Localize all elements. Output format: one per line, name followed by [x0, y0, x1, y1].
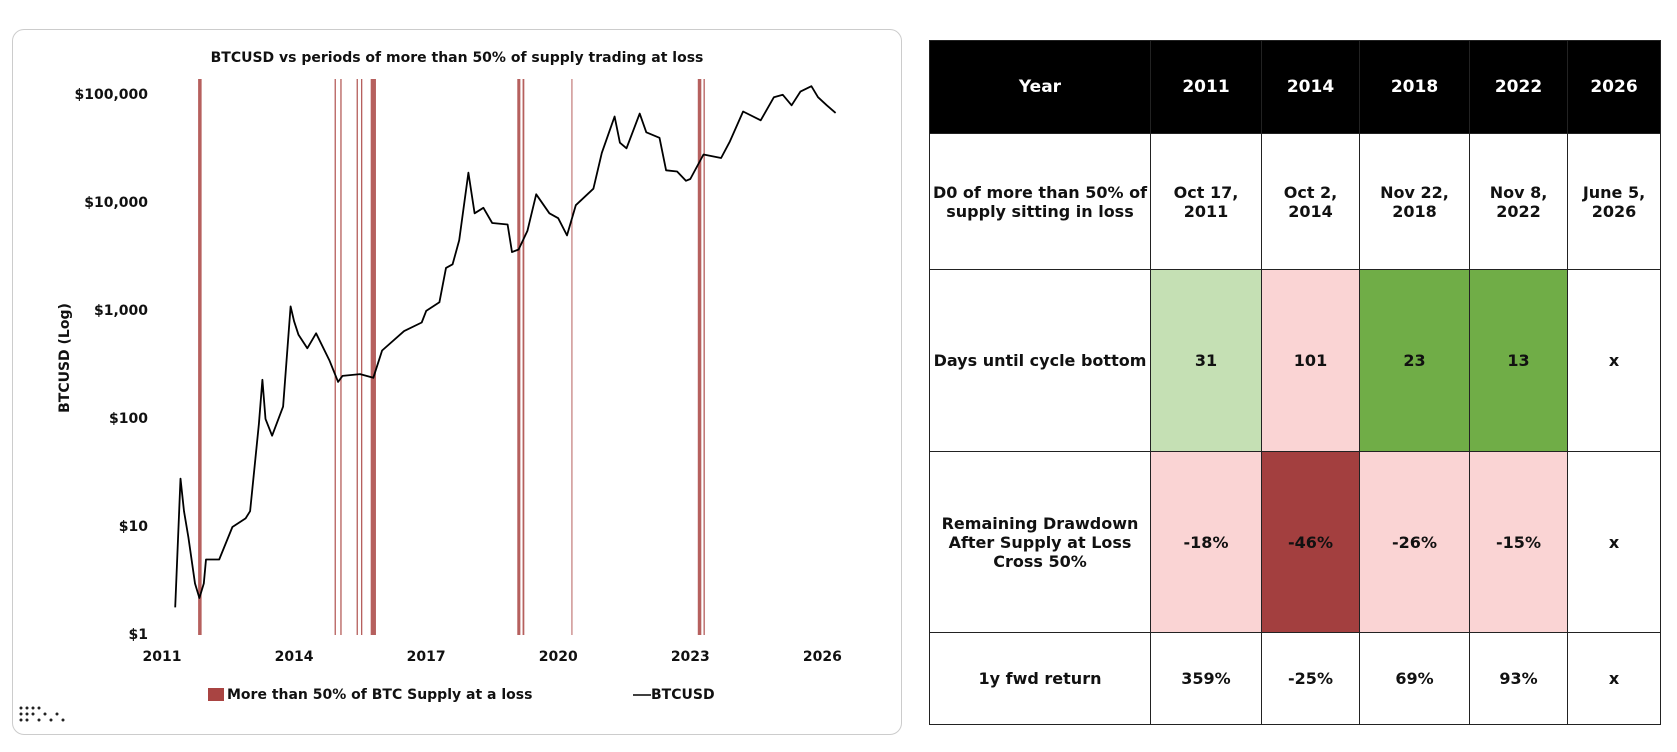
header-cell: 2026 — [1567, 40, 1661, 134]
loss-band — [697, 79, 702, 635]
x-tick-label: 2017 — [407, 649, 446, 665]
loss-band — [517, 79, 521, 635]
table-cell: Nov 8, 2022 — [1469, 133, 1568, 270]
header-cell: 2011 — [1150, 40, 1262, 134]
loss-band — [370, 79, 376, 635]
legend-label: BTCUSD — [651, 687, 715, 703]
table-cell: 101 — [1261, 269, 1360, 452]
table-cell: 359% — [1150, 632, 1262, 725]
table-cell: -18% — [1150, 451, 1262, 633]
table-row: 1y fwd return 359% -25% 69% 93% x — [929, 632, 1661, 725]
header-row: Year 2011 2014 2018 2022 2026 — [929, 40, 1661, 134]
table-cell: x — [1567, 269, 1661, 452]
header-cell: 2018 — [1359, 40, 1470, 134]
chart-title: BTCUSD vs periods of more than 50% of su… — [211, 50, 704, 66]
chart-card: BTCUSD vs periods of more than 50% of su… — [12, 29, 902, 735]
loss-band — [522, 79, 525, 635]
x-tick-label: 2011 — [143, 649, 182, 665]
y-tick-label: $10,000 — [84, 195, 148, 211]
table-cell: 13 — [1469, 269, 1568, 452]
table-row: Days until cycle bottom 31 101 23 13 x — [929, 269, 1661, 452]
table-cell: x — [1567, 632, 1661, 725]
table-cell: June 5, 2026 — [1567, 133, 1661, 270]
data-table: Year 2011 2014 2018 2022 2026 D0 of more than… — [929, 40, 1661, 725]
logo — [19, 706, 65, 722]
x-tick-label: 2020 — [539, 649, 578, 665]
loss-band — [334, 79, 336, 635]
table-cell: D0 of more than 50% of supply sitting in… — [929, 133, 1151, 270]
x-tick-label: 2026 — [803, 649, 842, 665]
table-cell: 69% — [1359, 632, 1470, 725]
loss-band — [356, 79, 358, 635]
loss-band — [571, 79, 573, 635]
loss-band — [703, 79, 705, 635]
y-tick-label: $10 — [119, 519, 148, 535]
chart: BTCUSD vs periods of more than 50% of su… — [19, 50, 842, 722]
price-line — [174, 85, 837, 608]
table-row: Remaining Drawdown After Supply at Loss … — [929, 451, 1661, 633]
y-tick-label: $1 — [129, 627, 148, 643]
legend-swatch — [208, 688, 224, 701]
table-cell: Days until cycle bottom — [929, 269, 1151, 452]
table-cell: 23 — [1359, 269, 1470, 452]
table-cell: Oct 17, 2011 — [1150, 133, 1262, 270]
loss-band — [360, 79, 363, 635]
table-cell: -46% — [1261, 451, 1360, 633]
table-cell: 31 — [1150, 269, 1262, 452]
table-cell: -25% — [1261, 632, 1360, 725]
x-tick-label: 2023 — [671, 649, 710, 665]
y-axis-label: BTCUSD (Log) — [57, 303, 73, 413]
y-tick-label: $1,000 — [94, 303, 148, 319]
header-cell: Year — [929, 40, 1151, 134]
table-cell: 93% — [1469, 632, 1568, 725]
table-row: D0 of more than 50% of supply sitting in… — [929, 133, 1661, 270]
y-tick-label: $100 — [109, 411, 148, 427]
table-cell: Nov 22, 2018 — [1359, 133, 1470, 270]
header-cell: 2014 — [1261, 40, 1360, 134]
loss-band — [198, 79, 202, 635]
table-cell: Oct 2, 2014 — [1261, 133, 1360, 270]
loss-band — [340, 79, 342, 635]
header-cell: 2022 — [1469, 40, 1568, 134]
table-cell: -26% — [1359, 451, 1470, 633]
table-cell: -15% — [1469, 451, 1568, 633]
table-cell: Remaining Drawdown After Supply at Loss … — [929, 451, 1151, 633]
table-cell: x — [1567, 451, 1661, 633]
table-cell: 1y fwd return — [929, 632, 1151, 725]
y-tick-label: $100,000 — [74, 87, 148, 103]
legend-label: More than 50% of BTC Supply at a loss — [227, 687, 532, 703]
x-tick-label: 2014 — [275, 649, 314, 665]
